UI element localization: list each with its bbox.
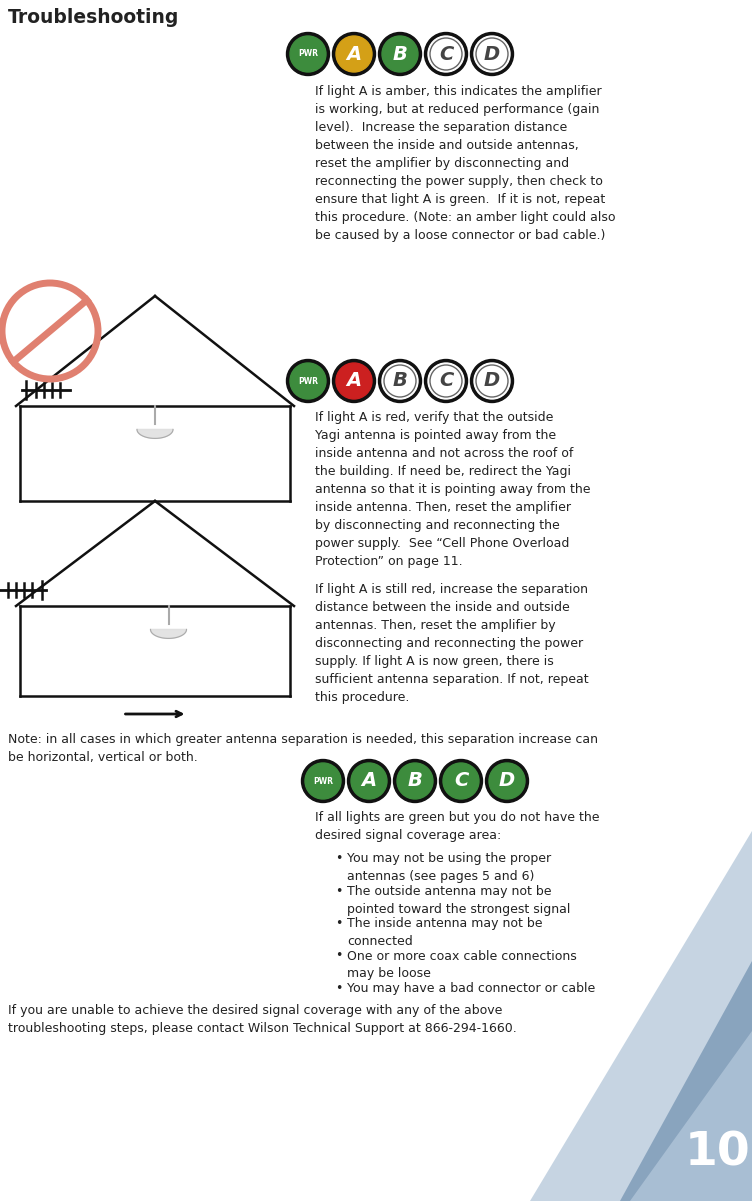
Circle shape bbox=[290, 36, 326, 72]
Circle shape bbox=[489, 763, 525, 799]
Text: The outside antenna may not be
pointed toward the strongest signal: The outside antenna may not be pointed t… bbox=[347, 884, 570, 915]
Text: PWR: PWR bbox=[298, 376, 318, 386]
Text: A: A bbox=[347, 44, 362, 64]
Circle shape bbox=[424, 359, 468, 402]
Circle shape bbox=[393, 759, 436, 802]
Circle shape bbox=[382, 36, 418, 72]
Circle shape bbox=[347, 759, 390, 802]
Circle shape bbox=[336, 36, 372, 72]
Text: C: C bbox=[454, 771, 468, 790]
Text: One or more coax cable connections
may be loose: One or more coax cable connections may b… bbox=[347, 950, 577, 980]
Text: •: • bbox=[335, 884, 342, 897]
Circle shape bbox=[397, 763, 433, 799]
Text: D: D bbox=[484, 371, 500, 390]
Text: •: • bbox=[335, 950, 342, 962]
Circle shape bbox=[287, 32, 329, 76]
Circle shape bbox=[424, 32, 468, 76]
Text: PWR: PWR bbox=[313, 777, 333, 785]
Circle shape bbox=[332, 32, 375, 76]
Circle shape bbox=[439, 759, 483, 802]
Circle shape bbox=[290, 363, 326, 399]
Circle shape bbox=[428, 36, 464, 72]
Text: You may have a bad connector or cable: You may have a bad connector or cable bbox=[347, 982, 596, 994]
Text: C: C bbox=[439, 371, 453, 390]
Text: PWR: PWR bbox=[298, 49, 318, 59]
Text: If you are unable to achieve the desired signal coverage with any of the above
t: If you are unable to achieve the desired… bbox=[8, 1004, 517, 1035]
Circle shape bbox=[486, 759, 529, 802]
Text: B: B bbox=[408, 771, 423, 790]
Text: If light A is red, verify that the outside
Yagi antenna is pointed away from the: If light A is red, verify that the outsi… bbox=[315, 411, 590, 568]
Text: A: A bbox=[362, 771, 377, 790]
Polygon shape bbox=[150, 629, 186, 639]
Circle shape bbox=[378, 359, 422, 402]
Text: If all lights are green but you do not have the
desired signal coverage area:: If all lights are green but you do not h… bbox=[315, 811, 599, 842]
Circle shape bbox=[378, 32, 422, 76]
Text: You may not be using the proper
antennas (see pages 5 and 6): You may not be using the proper antennas… bbox=[347, 852, 551, 883]
Text: The inside antenna may not be
connected: The inside antenna may not be connected bbox=[347, 918, 542, 948]
Text: Note: in all cases in which greater antenna separation is needed, this separatio: Note: in all cases in which greater ante… bbox=[8, 733, 598, 764]
Polygon shape bbox=[500, 1030, 752, 1201]
Circle shape bbox=[332, 359, 375, 402]
Text: •: • bbox=[335, 918, 342, 930]
Circle shape bbox=[351, 763, 387, 799]
Circle shape bbox=[287, 359, 329, 402]
Text: If light A is still red, increase the separation
distance between the inside and: If light A is still red, increase the se… bbox=[315, 582, 589, 704]
Text: D: D bbox=[499, 771, 515, 790]
Circle shape bbox=[471, 359, 514, 402]
Text: 10: 10 bbox=[685, 1131, 751, 1176]
Circle shape bbox=[302, 759, 344, 802]
Circle shape bbox=[305, 763, 341, 799]
Text: •: • bbox=[335, 852, 342, 865]
Polygon shape bbox=[530, 831, 752, 1201]
Polygon shape bbox=[620, 961, 752, 1201]
Text: B: B bbox=[393, 371, 408, 390]
Circle shape bbox=[474, 36, 510, 72]
Text: C: C bbox=[439, 44, 453, 64]
Text: B: B bbox=[393, 44, 408, 64]
Text: If light A is amber, this indicates the amplifier
is working, but at reduced per: If light A is amber, this indicates the … bbox=[315, 85, 615, 241]
Circle shape bbox=[382, 363, 418, 399]
Polygon shape bbox=[137, 430, 173, 438]
Text: Troubleshooting: Troubleshooting bbox=[8, 8, 180, 26]
Circle shape bbox=[336, 363, 372, 399]
Circle shape bbox=[428, 363, 464, 399]
Circle shape bbox=[443, 763, 479, 799]
Text: •: • bbox=[335, 982, 342, 994]
Circle shape bbox=[471, 32, 514, 76]
Text: A: A bbox=[347, 371, 362, 390]
Text: D: D bbox=[484, 44, 500, 64]
Circle shape bbox=[474, 363, 510, 399]
